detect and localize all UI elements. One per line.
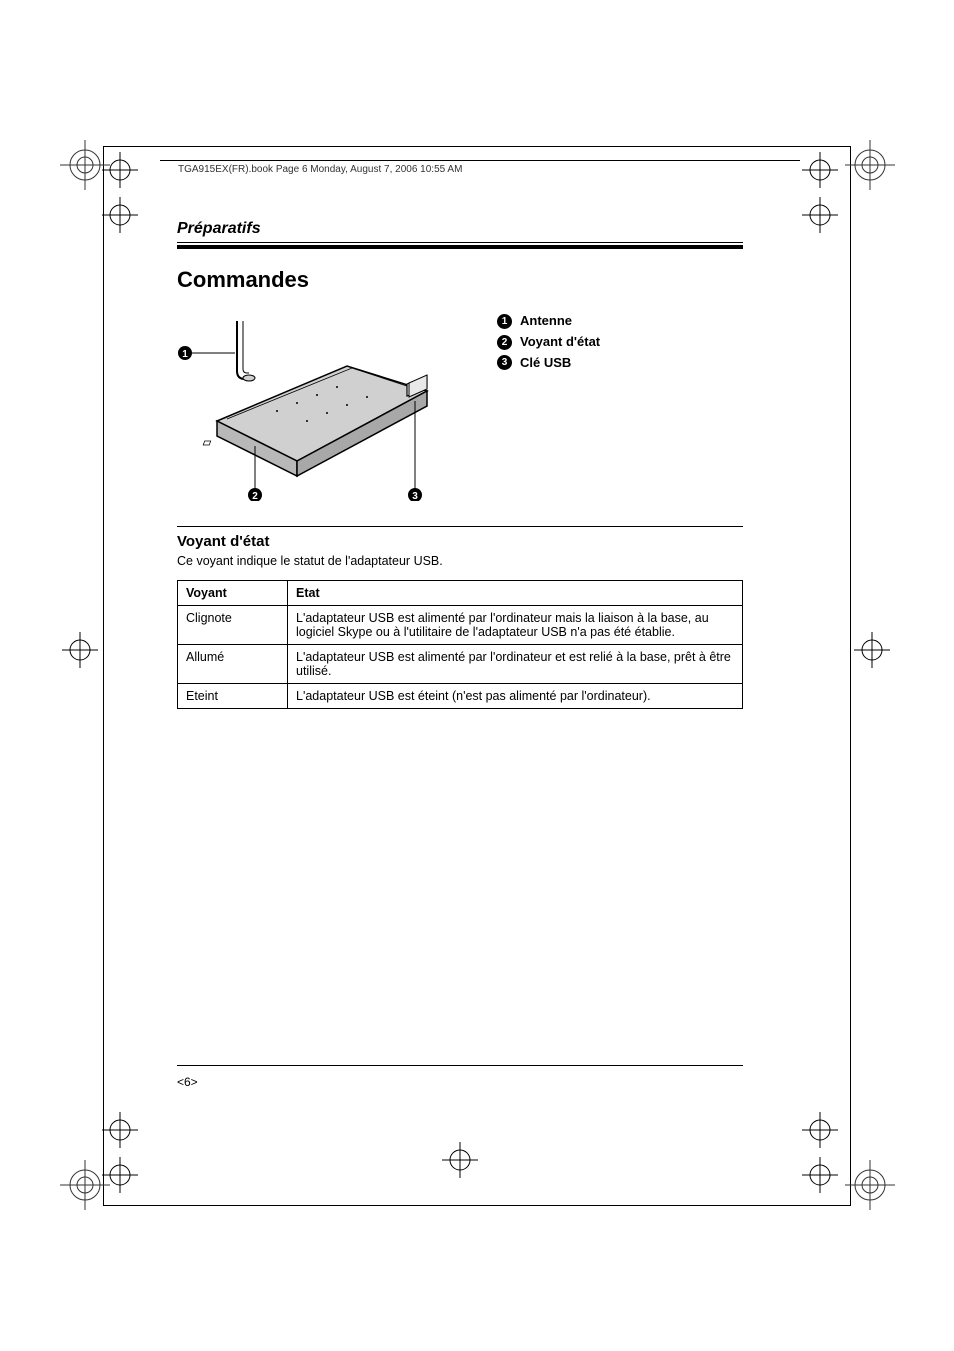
reg-mark-mid-right bbox=[852, 630, 892, 670]
reg-mark-bot-left-1 bbox=[100, 1110, 140, 1150]
table-row: Eteint L'adaptateur USB est éteint (n'es… bbox=[178, 684, 743, 709]
status-table: Voyant Etat Clignote L'adaptateur USB es… bbox=[177, 580, 743, 709]
table-cell: L'adaptateur USB est éteint (n'est pas a… bbox=[288, 684, 743, 709]
page-body: Préparatifs Commandes bbox=[177, 220, 743, 709]
table-cell: Allumé bbox=[178, 645, 288, 684]
reg-mark-top-right bbox=[800, 150, 840, 190]
subsection-title: Voyant d'état bbox=[177, 533, 743, 550]
table-cell: L'adaptateur USB est alimenté par l'ordi… bbox=[288, 606, 743, 645]
callout-number-icon: 2 bbox=[497, 335, 512, 350]
footer-rule bbox=[177, 1065, 743, 1066]
reg-mark-bot-center bbox=[440, 1140, 480, 1180]
reg-mark-top-left-3 bbox=[100, 195, 140, 235]
section-label: Préparatifs bbox=[177, 220, 743, 242]
reg-mark-top-right-2 bbox=[800, 195, 840, 235]
table-cell: Clignote bbox=[178, 606, 288, 645]
callout-item: 3 Clé USB bbox=[497, 353, 600, 374]
reg-mark-mid-left bbox=[60, 630, 100, 670]
section-rule-thin bbox=[177, 242, 743, 243]
print-header-rule bbox=[160, 160, 800, 161]
table-header-row: Voyant Etat bbox=[178, 581, 743, 606]
device-diagram: 1 2 3 bbox=[177, 311, 437, 506]
subsection-rule bbox=[177, 526, 743, 527]
reg-mark-top-right-outer bbox=[845, 140, 895, 190]
table-row: Allumé L'adaptateur USB est alimenté par… bbox=[178, 645, 743, 684]
callout-number-icon: 1 bbox=[497, 314, 512, 329]
svg-text:2: 2 bbox=[252, 491, 258, 501]
callout-label: Clé USB bbox=[520, 353, 571, 374]
callout-label: Voyant d'état bbox=[520, 332, 600, 353]
callout-number-icon: 3 bbox=[497, 355, 512, 370]
table-cell: L'adaptateur USB est alimenté par l'ordi… bbox=[288, 645, 743, 684]
print-header-text: TGA915EX(FR).book Page 6 Monday, August … bbox=[178, 164, 462, 175]
subsection-intro: Ce voyant indique le statut de l'adaptat… bbox=[177, 554, 743, 568]
page-number: <6> bbox=[177, 1075, 198, 1089]
callout-label: Antenne bbox=[520, 311, 572, 332]
reg-mark-bot-right-2 bbox=[800, 1155, 840, 1195]
reg-mark-bot-right-1 bbox=[800, 1110, 840, 1150]
svg-text:3: 3 bbox=[412, 491, 418, 501]
svg-text:1: 1 bbox=[182, 349, 188, 360]
table-row: Clignote L'adaptateur USB est alimenté p… bbox=[178, 606, 743, 645]
callout-legend: 1 Antenne 2 Voyant d'état 3 Clé USB bbox=[497, 311, 600, 506]
page-title: Commandes bbox=[177, 267, 743, 293]
callout-item: 2 Voyant d'état bbox=[497, 332, 600, 353]
callout-item: 1 Antenne bbox=[497, 311, 600, 332]
table-header: Etat bbox=[288, 581, 743, 606]
table-cell: Eteint bbox=[178, 684, 288, 709]
table-header: Voyant bbox=[178, 581, 288, 606]
section-rule-thick bbox=[177, 245, 743, 249]
reg-mark-bot-left-2 bbox=[100, 1155, 140, 1195]
reg-mark-bot-right-outer bbox=[845, 1160, 895, 1210]
reg-mark-top-left-2 bbox=[100, 150, 140, 190]
